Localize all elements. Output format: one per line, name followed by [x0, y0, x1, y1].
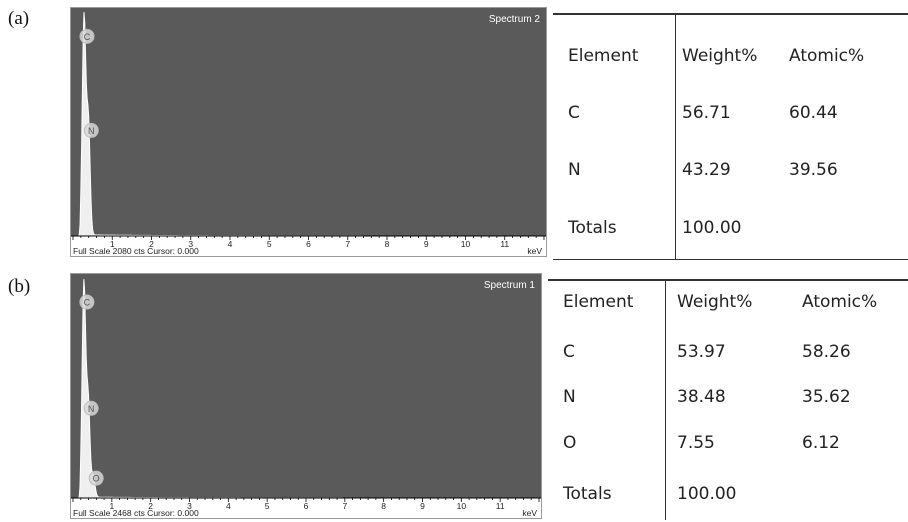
x-tick-label: 9	[424, 239, 429, 249]
table-header-element: Element	[563, 292, 634, 312]
table-cell: 100.00	[682, 218, 742, 238]
table-header-atomic: Atomic%	[802, 292, 878, 312]
spectrum-plot-a: Spectrum 2 C N 1 2 3 4 5 6 7 8 9 10 11 Full Scale 2080…	[70, 7, 547, 257]
table-cell: 58.26	[802, 342, 851, 362]
table-cell: O	[563, 433, 577, 453]
table-header-element: Element	[568, 46, 639, 66]
table-cell: N	[568, 160, 581, 180]
table-cell: 56.71	[682, 103, 731, 123]
peak-label-c: C	[84, 32, 91, 42]
table-column-divider	[665, 279, 666, 520]
table-cell: Totals	[568, 218, 617, 238]
peak-marker	[79, 28, 95, 44]
spectrum-fill	[73, 279, 539, 498]
peak-marker	[88, 470, 104, 486]
table-cell: N	[563, 387, 576, 407]
table-cell: 100.00	[677, 484, 737, 504]
x-tick-label: 8	[381, 501, 386, 511]
table-header-weight: Weight%	[682, 46, 758, 66]
x-tick-label: 10	[457, 501, 467, 511]
x-tick-label: 5	[267, 239, 272, 249]
x-tick-label: 5	[265, 501, 270, 511]
x-tick-label: 11	[496, 501, 505, 511]
table-cell: 7.55	[677, 433, 715, 453]
table-top-border	[548, 279, 908, 281]
x-tick-label: 7	[342, 501, 347, 511]
table-cell: 53.97	[677, 342, 726, 362]
table-cell: 35.62	[802, 387, 851, 407]
peak-marker	[79, 294, 95, 310]
x-tick-label: 1	[109, 501, 114, 511]
table-column-divider	[675, 13, 676, 260]
spectrum-svg-b: Spectrum 1 C N O 1 2 3 4 5 6 7 8 9 10 11 Full Scale 246…	[71, 279, 541, 518]
peak-marker	[83, 122, 99, 138]
peak-label-o: O	[93, 474, 100, 484]
axis-strip	[71, 498, 541, 518]
x-tick-label: 1	[110, 239, 115, 249]
table-cell: C	[568, 103, 580, 123]
x-tick-label: 10	[461, 239, 471, 249]
x-tick-label: 7	[345, 239, 350, 249]
peak-label-c: C	[84, 298, 91, 308]
x-tick-label: 3	[188, 239, 193, 249]
peak-label-n: N	[88, 126, 95, 136]
table-header-atomic: Atomic%	[789, 46, 865, 66]
x-tick-label: 2	[148, 501, 153, 511]
composition-table-a: Element Weight% Atomic% C 56.71 60.44 N …	[553, 10, 908, 260]
table-bottom-border	[553, 259, 908, 260]
spectrum-fill	[73, 12, 544, 236]
x-tick-label: 11	[500, 239, 509, 249]
table-cell: 39.56	[789, 160, 838, 180]
x-axis-unit-label: keV	[522, 508, 537, 518]
peak-marker	[83, 400, 99, 416]
x-tick-label: 8	[385, 239, 390, 249]
spectrum-plot-b: Spectrum 1 C N O 1 2 3 4 5 6 7 8 9 10 11 Full Scale 246…	[70, 273, 542, 519]
panel-label-a: (a)	[8, 8, 30, 29]
x-tick-label: 9	[420, 501, 425, 511]
spectrum-line	[73, 12, 544, 237]
x-tick-label: 2	[149, 239, 154, 249]
table-cell: 43.29	[682, 160, 731, 180]
spectrum-line	[73, 279, 539, 499]
table-top-border	[553, 13, 908, 15]
table-header-weight: Weight%	[677, 292, 753, 312]
table-cell: 38.48	[677, 387, 726, 407]
panel-label-b: (b)	[8, 276, 31, 297]
x-tick-label: 4	[228, 239, 233, 249]
x-tick-label: 6	[304, 501, 309, 511]
table-cell: Totals	[563, 484, 612, 504]
full-scale-label: Full Scale 2468 cts Cursor: 0.000	[73, 508, 199, 518]
full-scale-label: Full Scale 2080 cts Cursor: 0.000	[73, 246, 199, 256]
x-tick-label: 4	[226, 501, 231, 511]
table-cell: C	[563, 342, 575, 362]
table-cell: 60.44	[789, 103, 838, 123]
x-tick-label: 6	[306, 239, 311, 249]
table-cell: 6.12	[802, 433, 840, 453]
x-axis-unit-label: keV	[527, 246, 542, 256]
spectrum-title: Spectrum 1	[484, 280, 536, 291]
spectrum-title: Spectrum 2	[489, 14, 541, 25]
composition-table-b: Element Weight% Atomic% C 53.97 58.26 N …	[548, 276, 908, 520]
x-tick-label: 3	[187, 501, 192, 511]
spectrum-svg-a: Spectrum 2 C N 1 2 3 4 5 6 7 8 9 10 11 Full Scale 2080…	[71, 12, 546, 256]
axis-strip	[71, 236, 546, 256]
peak-label-n: N	[88, 404, 95, 414]
